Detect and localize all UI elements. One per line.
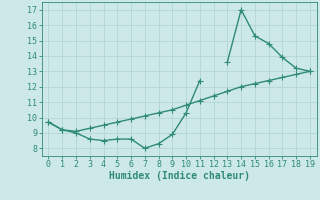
- X-axis label: Humidex (Indice chaleur): Humidex (Indice chaleur): [109, 171, 250, 181]
